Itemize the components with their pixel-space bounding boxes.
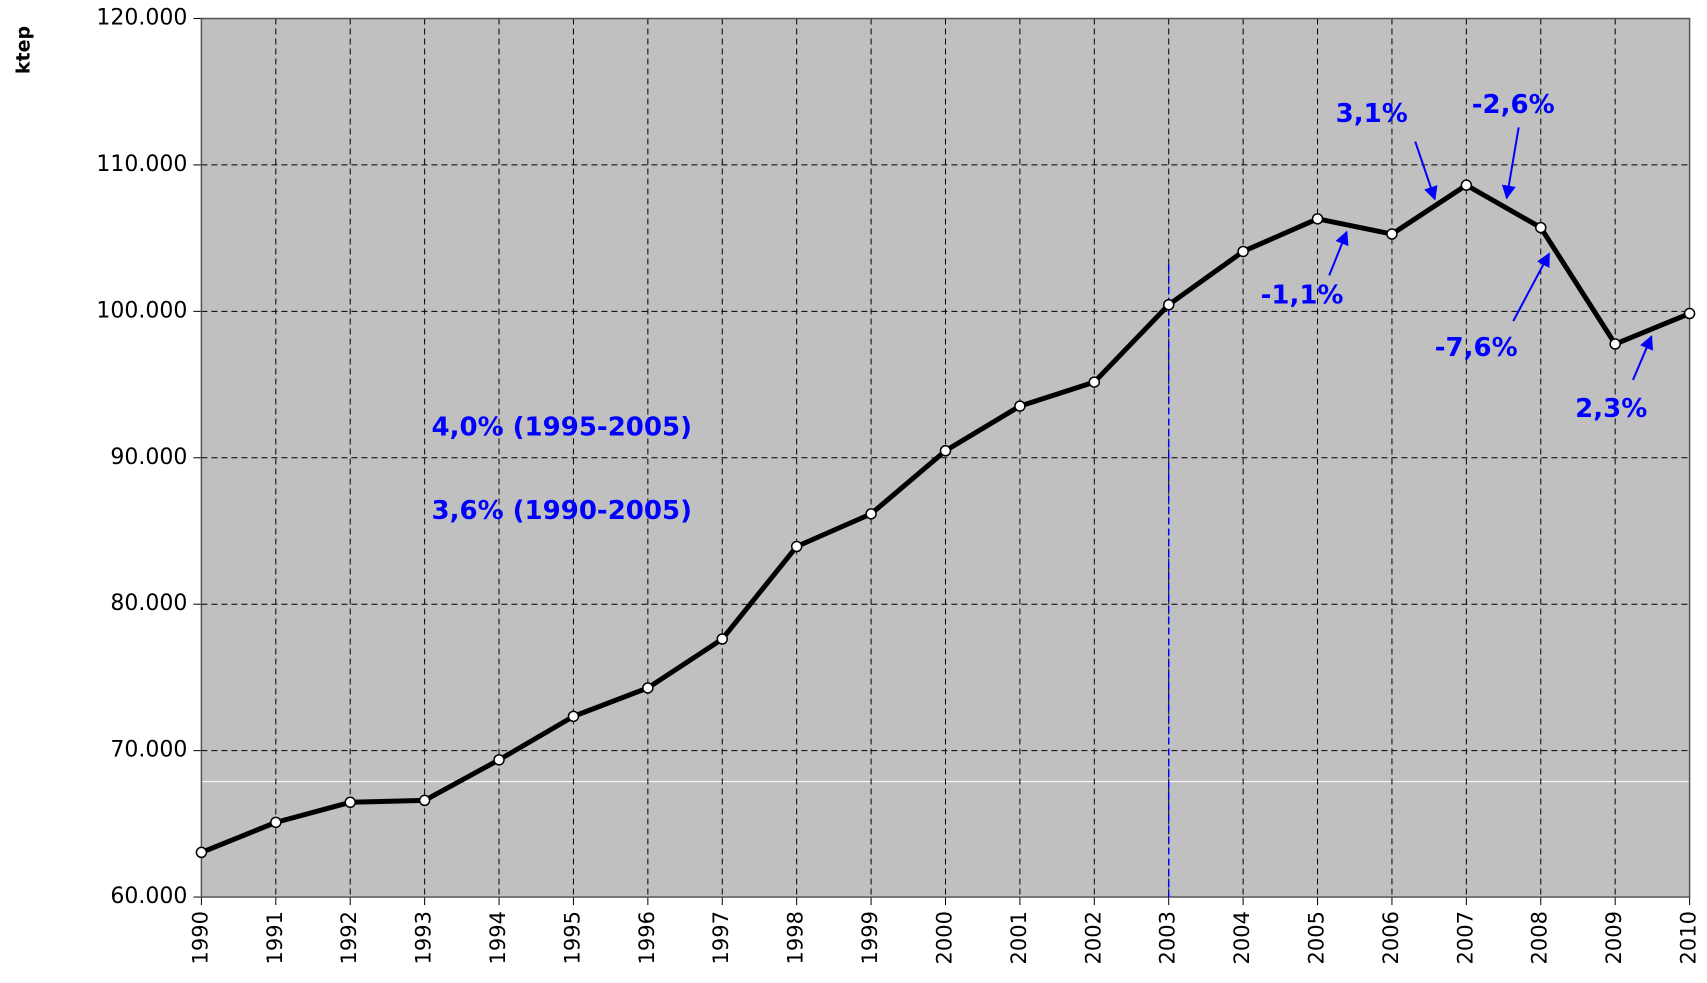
x-tick-label: 2002 <box>1081 911 1105 964</box>
annotation: -2,6% <box>1472 90 1555 120</box>
x-tick-label: 2010 <box>1677 911 1701 964</box>
x-tick-label: 1997 <box>709 911 733 964</box>
x-tick-label: 2009 <box>1602 911 1626 964</box>
x-tick-label: 2000 <box>932 911 956 964</box>
x-tick-label: 2006 <box>1379 911 1403 964</box>
annotation: 3,1% <box>1336 99 1408 129</box>
x-tick-label: 1996 <box>635 911 659 964</box>
y-axis-label: ktep <box>13 26 35 74</box>
x-tick-label: 1999 <box>858 911 882 964</box>
x-tick-label: 2001 <box>1007 911 1031 964</box>
x-tick-label: 1994 <box>486 911 510 964</box>
x-tick-label: 1991 <box>263 911 287 964</box>
y-tick-label: 60.000 <box>110 884 187 909</box>
data-point <box>1386 228 1398 240</box>
data-point <box>270 816 282 829</box>
annotation-arrow <box>1328 230 1349 276</box>
data-point <box>1237 245 1249 258</box>
plot-border <box>200 17 1691 898</box>
y-tick-label: 100.000 <box>96 298 187 323</box>
data-point <box>344 796 356 809</box>
data-point <box>1088 376 1101 388</box>
data-point <box>195 846 208 859</box>
y-tick-label: 110.000 <box>96 152 187 177</box>
data-point <box>865 508 877 520</box>
annotation-arrow <box>1414 141 1438 201</box>
x-tick-label: 1998 <box>784 911 808 964</box>
data-point <box>1683 307 1696 320</box>
data-point <box>642 682 654 694</box>
y-tick-label: 80.000 <box>110 591 187 616</box>
annotation-arrow <box>1632 335 1653 381</box>
data-point <box>716 633 729 645</box>
x-tick-label: 2004 <box>1230 911 1254 964</box>
data-point <box>939 444 952 457</box>
data-point <box>1014 400 1026 412</box>
data-point <box>1535 221 1547 234</box>
data-point <box>567 710 580 723</box>
data-point <box>1311 213 1324 225</box>
x-tick-label: 2003 <box>1156 911 1180 964</box>
data-point <box>418 794 431 807</box>
y-tick-label: 90.000 <box>110 445 187 470</box>
x-tick-label: 1993 <box>412 911 436 964</box>
x-tick-label: 1995 <box>560 911 584 964</box>
x-tick-label: 2008 <box>1528 911 1552 964</box>
annotation: 2,3% <box>1575 394 1647 424</box>
annotation-arrow <box>1501 127 1520 200</box>
data-point <box>1609 338 1621 350</box>
annotation: 3,6% (1990-2005) <box>432 496 692 526</box>
annotation: -7,6% <box>1435 333 1518 363</box>
data-point <box>493 754 505 766</box>
y-tick-label: 120.000 <box>96 6 187 31</box>
x-tick-label: 1990 <box>188 911 212 964</box>
data-point <box>1460 179 1473 191</box>
annotation: 4,0% (1995-2005) <box>432 412 692 442</box>
annotation-arrow <box>1512 252 1551 322</box>
data-point <box>1162 299 1175 311</box>
data-point <box>790 540 803 553</box>
x-tick-label: 2007 <box>1453 911 1477 964</box>
annotation: -1,1% <box>1261 281 1344 311</box>
x-tick-label: 2005 <box>1305 911 1329 964</box>
y-tick-label: 70.000 <box>110 738 187 763</box>
x-tick-label: 1992 <box>337 911 361 964</box>
